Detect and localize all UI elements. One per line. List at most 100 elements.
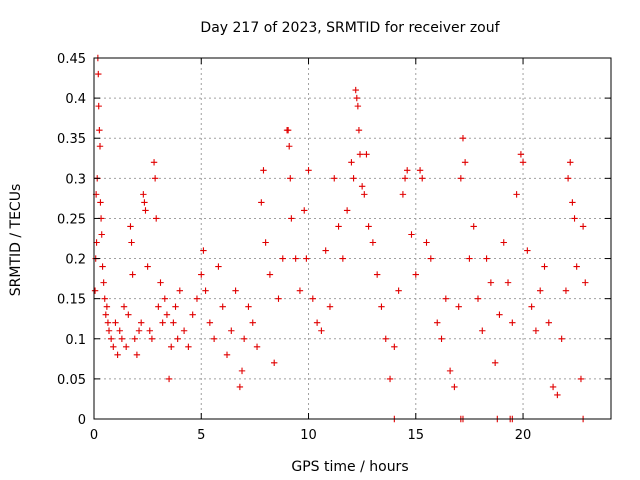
data-point <box>155 303 162 310</box>
data-point <box>579 223 587 230</box>
x-tick-label: 10 <box>300 428 317 443</box>
data-point <box>98 231 105 238</box>
data-point <box>228 327 235 334</box>
data-point <box>554 391 561 399</box>
data-point <box>118 335 126 342</box>
data-point <box>541 263 548 270</box>
data-point <box>116 327 123 334</box>
y-tick-label: 0.35 <box>57 132 86 147</box>
data-point <box>161 295 168 302</box>
data-point <box>474 295 482 302</box>
data-point <box>434 319 441 326</box>
data-point <box>200 247 207 254</box>
data-point <box>142 207 149 214</box>
data-point <box>354 102 362 110</box>
data-point <box>466 255 473 262</box>
data-point <box>270 359 278 367</box>
data-point <box>253 343 261 350</box>
data-point <box>326 303 334 310</box>
data-point <box>343 207 351 214</box>
data-point <box>215 263 222 270</box>
data-point <box>193 295 201 302</box>
data-point <box>189 311 196 318</box>
data-point <box>153 215 160 222</box>
data-point <box>180 327 188 334</box>
data-point <box>470 223 477 230</box>
plot-frame <box>93 57 612 420</box>
data-point <box>292 255 299 262</box>
data-point <box>455 303 462 310</box>
data-point <box>496 311 503 318</box>
data-point <box>309 295 317 302</box>
data-point <box>262 239 269 246</box>
data-point <box>408 231 415 238</box>
data-point <box>335 223 342 230</box>
data-point <box>99 263 106 270</box>
data-point <box>537 287 544 294</box>
data-point <box>339 255 347 262</box>
data-point <box>528 303 535 310</box>
data-point <box>110 343 117 350</box>
data-point <box>532 327 540 334</box>
y-tick-label: 0.1 <box>65 333 86 348</box>
data-point <box>479 327 486 334</box>
data-point <box>245 303 252 310</box>
data-point <box>97 199 104 206</box>
data-point <box>107 335 115 342</box>
data-point <box>219 303 226 310</box>
x-tick-label: 0 <box>90 428 98 443</box>
x-tick-label: 5 <box>197 428 205 443</box>
data-point <box>517 151 525 158</box>
y-tick-label: 0.2 <box>65 253 86 268</box>
data-point <box>395 287 402 294</box>
data-point <box>322 247 329 254</box>
data-point <box>163 311 171 318</box>
data-point <box>483 255 490 262</box>
data-point <box>313 319 321 326</box>
data-point <box>125 311 132 318</box>
data-point <box>249 319 256 326</box>
data-point <box>303 255 310 262</box>
data-point <box>442 295 450 302</box>
data-point <box>165 375 173 383</box>
data-point <box>101 295 108 302</box>
data-point <box>438 335 445 342</box>
data-point <box>210 335 218 342</box>
data-point <box>96 127 103 134</box>
data-point <box>100 279 107 286</box>
data-point <box>519 159 527 166</box>
data-point <box>174 335 181 342</box>
data-point <box>258 199 265 206</box>
data-point <box>487 279 495 286</box>
data-point <box>416 167 424 174</box>
data-point <box>95 102 102 110</box>
data-point <box>567 159 574 166</box>
data-point <box>157 279 164 286</box>
data-point <box>577 375 585 383</box>
data-point <box>348 159 355 166</box>
data-point <box>461 159 469 166</box>
data-point <box>185 343 192 350</box>
data-point <box>423 239 430 246</box>
data-point <box>451 383 458 391</box>
data-point <box>361 191 368 198</box>
data-point <box>446 367 454 375</box>
data-point <box>275 295 282 302</box>
data-point <box>240 335 248 342</box>
data-point <box>358 183 366 190</box>
data-point <box>120 303 128 310</box>
data-point <box>288 215 295 222</box>
data-point <box>172 303 179 310</box>
y-tick-label: 0.4 <box>65 92 86 107</box>
data-point <box>391 343 398 350</box>
data-point <box>103 303 111 310</box>
x-tick-label: 15 <box>408 428 425 443</box>
y-tick-label: 0.15 <box>57 293 86 308</box>
data-points <box>91 54 589 423</box>
data-point <box>356 151 364 158</box>
data-point <box>140 191 147 198</box>
axis-ticks: 0 0.05 0.1 0.15 0.2 0.25 0.3 0.35 0.4 0.45 0 5 10 15 2… <box>57 52 611 443</box>
data-point <box>419 175 426 182</box>
data-point <box>284 127 292 134</box>
data-point <box>151 175 159 182</box>
